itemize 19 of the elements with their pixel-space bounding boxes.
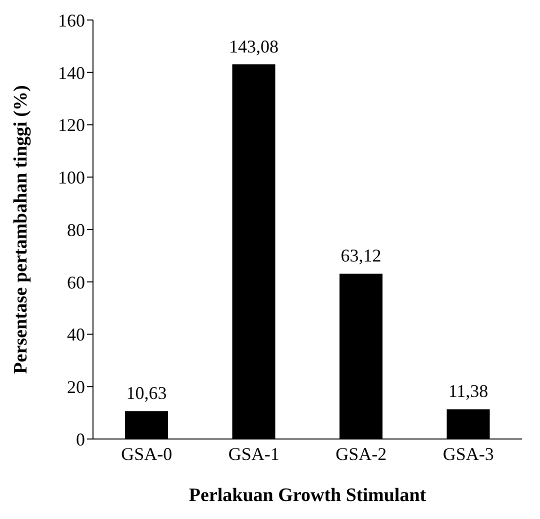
y-tick-label: 0 [76, 429, 85, 450]
data-label: 143,08 [229, 36, 278, 56]
x-tick-label: GSA-2 [336, 444, 387, 464]
data-label: 63,12 [340, 246, 382, 266]
y-axis-title: Persentase pertambahan tinggi (%) [10, 85, 32, 374]
x-tick-label: GSA-0 [121, 444, 172, 464]
y-tick-label: 80 [67, 220, 85, 240]
y-tick-label: 20 [67, 377, 85, 398]
x-axis-title: Perlakuan Growth Stimulant [188, 485, 427, 506]
data-label: 10,63 [126, 383, 167, 404]
y-tick-label: 60 [67, 272, 85, 292]
x-tick-label: GSA-3 [442, 444, 494, 464]
y-tick-label: 160 [58, 10, 85, 30]
y-tick-label: 100 [58, 168, 85, 188]
x-tick-label: GSA-1 [228, 444, 280, 464]
data-label: 11,38 [448, 381, 488, 402]
y-tick-label: 40 [67, 324, 85, 345]
y-tick-label: 120 [58, 115, 85, 136]
y-tick-label: 140 [58, 62, 85, 83]
